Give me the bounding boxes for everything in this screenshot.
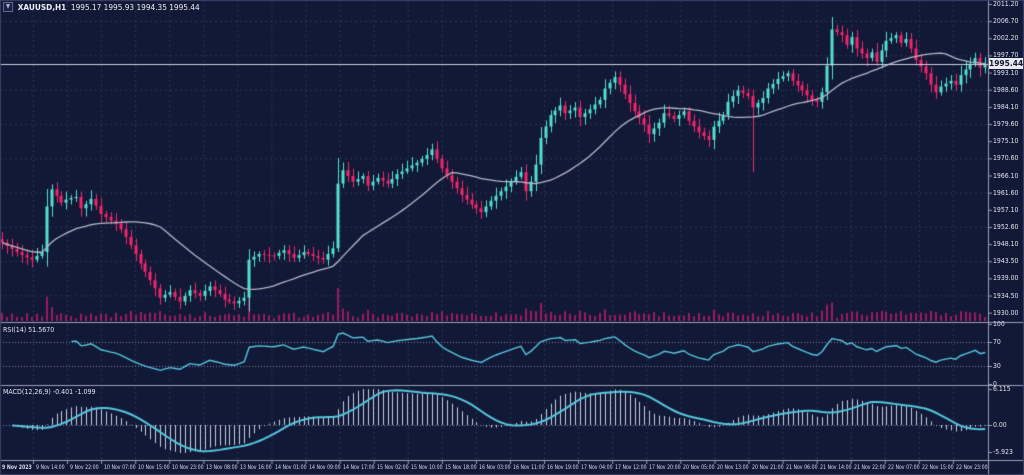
- time-axis-label: 14 Nov 01:00: [274, 463, 307, 471]
- price-axis-label: 1966.10: [993, 171, 1019, 180]
- ohlc-values: 1995.17 1995.93 1994.35 1995.44: [70, 2, 200, 12]
- rsi-axis-label: 0: [993, 380, 997, 388]
- macd-indicator-label: MACD(12,26,9) -0.401 -1.099: [3, 388, 96, 396]
- price-axis-label: 1934.50: [993, 291, 1019, 300]
- time-axis-label: 10 Nov 15:00: [138, 463, 170, 471]
- price-axis-label: 1957.10: [993, 205, 1019, 214]
- time-axis-label: 15 Nov 18:00: [444, 463, 477, 471]
- time-axis-label: 10 Nov 07:00: [104, 463, 136, 471]
- time-axis-label: 9 Nov 2023: [2, 463, 32, 471]
- time-axis-label: 17 Nov 04:00: [581, 463, 613, 471]
- price-axis-label: 1988.60: [993, 85, 1019, 94]
- time-axis-label: 14 Nov 09:00: [308, 463, 341, 471]
- price-axis-label: 1970.60: [993, 154, 1019, 163]
- price-axis-label: 1979.60: [993, 120, 1019, 129]
- rsi-axis-label: 70: [993, 338, 1001, 346]
- time-axis-label: 10 Nov 23:00: [172, 463, 204, 471]
- time-axis-label: 21 Nov 14:00: [819, 463, 852, 471]
- time-axis-label: 14 Nov 17:00: [342, 463, 375, 471]
- time-axis-label: 16 Nov 11:00: [513, 463, 545, 471]
- time-axis-label: 13 Nov 16:00: [240, 463, 273, 471]
- rsi-axis-label: 100: [993, 320, 1005, 328]
- price-axis-label: 1948.10: [993, 240, 1019, 249]
- price-axis-label: 1952.60: [993, 222, 1019, 231]
- chart-title-bar: ▼ XAUUSD,H1 1995.17 1995.93 1994.35 1995…: [3, 2, 200, 12]
- price-axis-label: 1997.70: [993, 51, 1019, 60]
- macd-axis-label: 0.00: [993, 421, 1007, 429]
- price-axis-label: 1993.10: [993, 68, 1019, 77]
- time-axis-label: 21 Nov 06:00: [785, 463, 818, 471]
- price-axis-label: 2002.20: [993, 34, 1019, 43]
- time-axis-label: 9 Nov 22:00: [70, 463, 99, 471]
- price-axis-label: 1939.00: [993, 274, 1019, 283]
- rsi-indicator-label: RSI(14) 51.5670: [3, 326, 55, 334]
- time-axis-label: 22 Nov 23:00: [955, 463, 988, 471]
- time-axis-label: 20 Nov 13:00: [717, 463, 750, 471]
- time-axis-label: 20 Nov 05:00: [683, 463, 715, 471]
- time-axis-label: 17 Nov 20:00: [649, 463, 681, 471]
- price-axis-label: 1975.10: [993, 137, 1019, 146]
- time-axis-label: 15 Nov 10:00: [410, 463, 443, 471]
- time-axis-label: 22 Nov 07:00: [887, 463, 920, 471]
- price-axis-label: 1930.00: [993, 308, 1019, 317]
- macd-axis-label: -5.923: [993, 448, 1013, 456]
- price-axis-label: 2011.20: [993, 0, 1019, 8]
- collapse-chevron-icon[interactable]: ▼: [3, 2, 14, 12]
- time-axis-label: 9 Nov 14:00: [36, 463, 65, 471]
- price-axis-label: 1961.60: [993, 188, 1019, 197]
- time-axis-label: 20 Nov 21:00: [751, 463, 784, 471]
- rsi-axis-label: 30: [993, 362, 1001, 370]
- time-axis-label: 16 Nov 03:00: [478, 463, 511, 471]
- price-axis-label: 1943.50: [993, 257, 1019, 266]
- time-axis-label: 22 Nov 15:00: [921, 463, 954, 471]
- time-axis-label: 21 Nov 22:00: [853, 463, 886, 471]
- current-price-tag: 1995.44: [989, 58, 1024, 69]
- time-axis-label: 16 Nov 19:00: [547, 463, 579, 471]
- macd-axis-label: 6.115: [993, 385, 1011, 393]
- price-axis-label: 1984.10: [993, 102, 1019, 111]
- time-axis-label: 17 Nov 12:00: [615, 463, 647, 471]
- price-axis-label: 2006.70: [993, 17, 1019, 26]
- time-axis-label: 15 Nov 02:00: [376, 463, 409, 471]
- time-axis-label: 13 Nov 08:00: [206, 463, 238, 471]
- symbol-period-label: XAUUSD,H1: [17, 2, 67, 12]
